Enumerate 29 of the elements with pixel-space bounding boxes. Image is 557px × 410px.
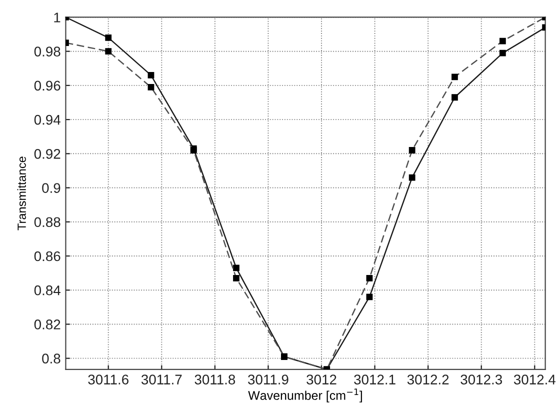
y-tick-label: 0.96 [34,80,60,91]
point [408,174,416,181]
point [366,294,373,300]
x-tick-label: 3011.9 [248,374,288,384]
y-tick-label: 0.9 [42,183,60,193]
x-tick-label: 3011.7 [141,374,182,384]
x-tick-label: 3012.3 [460,374,502,384]
y-tick-label: 0.94 [34,114,60,125]
x-tick-label: 3012 [306,374,336,384]
point [452,94,458,101]
y-tick-label: 0.82 [34,320,60,330]
y-tick-label: 0.98 [34,46,60,56]
y-tick-label: 0.92 [34,148,60,159]
y-tick-label: 0.88 [34,217,60,228]
point [233,264,240,272]
y-axis-title: Transmittance [17,156,26,230]
point [499,50,506,56]
x-tick-label: 3011.6 [88,374,128,384]
x-axis-title: Wavenumber [cm$^{−1}$] [248,388,362,402]
x-tick-label: 3012.1 [354,374,396,384]
point [148,72,154,78]
y-tick-label: 1 [54,12,60,22]
y-tick-label: 0.8 [42,354,60,364]
y-tick-label: 0.84 [34,285,60,296]
x-tick-label: 3011.8 [194,374,236,384]
x-tick-label: 3012.4 [514,374,556,384]
y-tick-label: 0.86 [34,251,60,262]
x-tick-label: 3012.2 [407,374,449,384]
point [105,34,112,41]
